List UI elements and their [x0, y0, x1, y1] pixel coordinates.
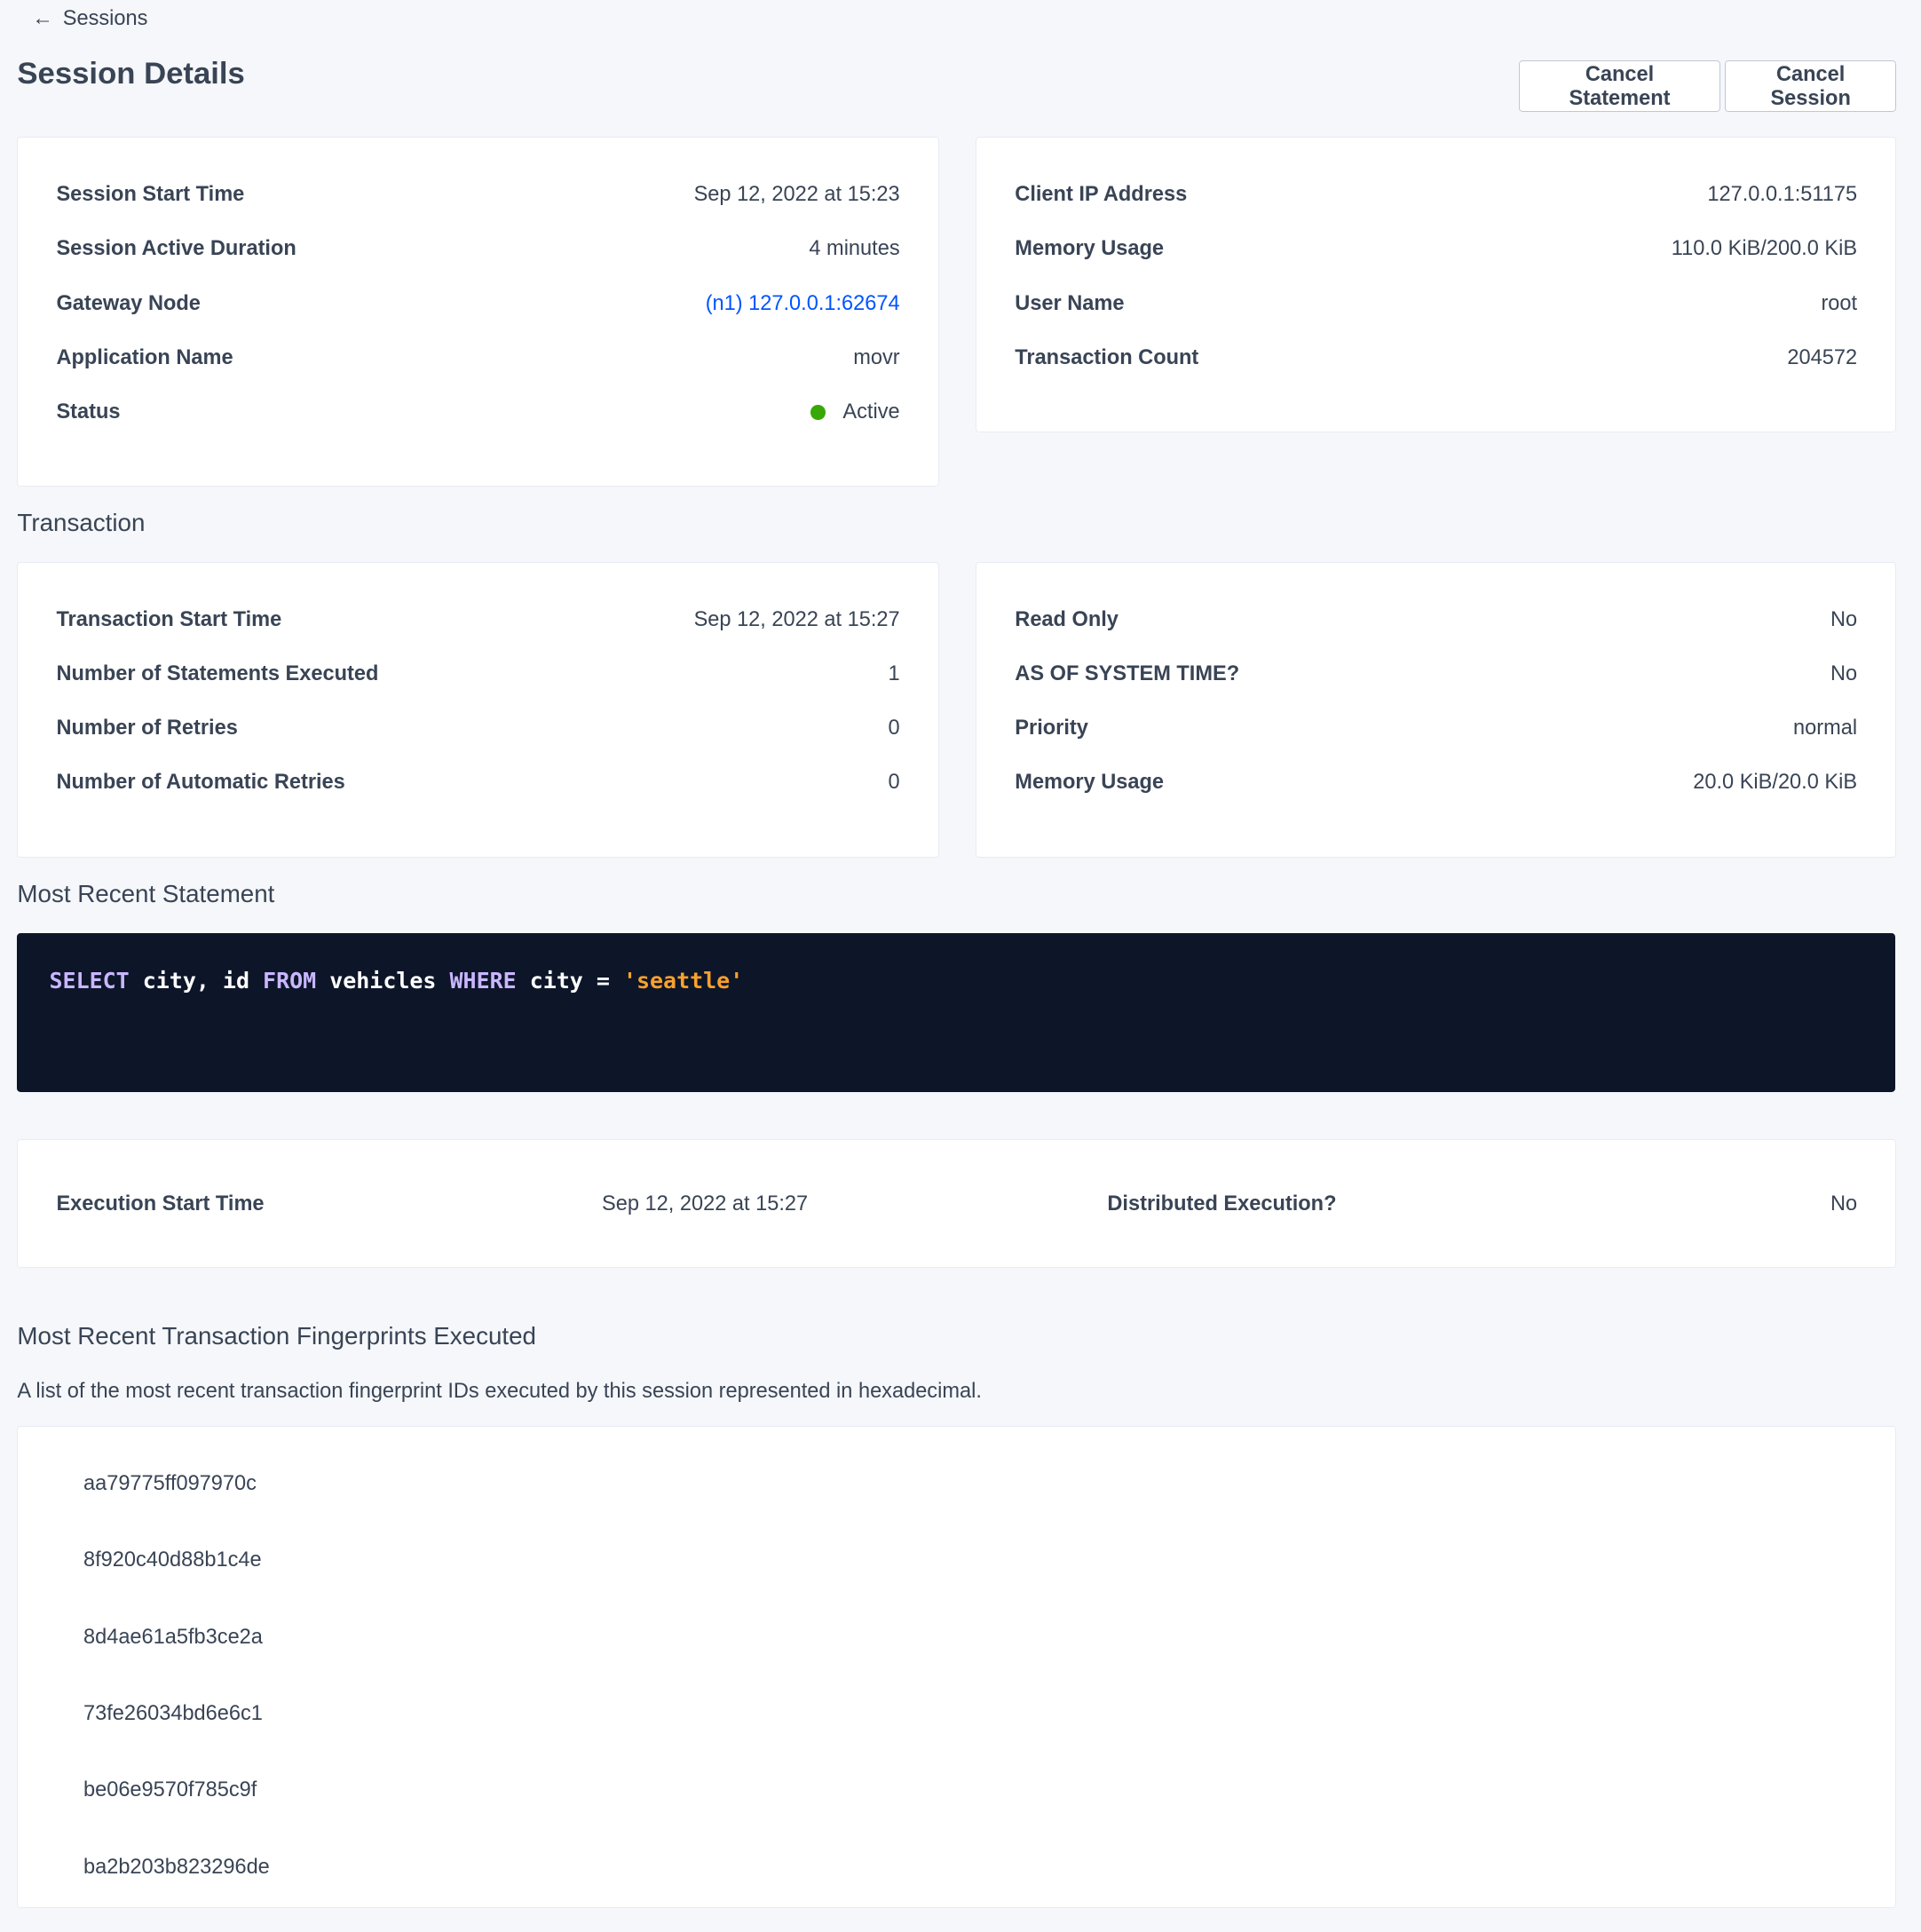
transaction-heading: Transaction [17, 509, 146, 537]
info-row: Gateway Node (n1) 127.0.0.1:62674 [56, 290, 900, 314]
info-row: Status Active [56, 399, 900, 423]
fingerprint-item: ba2b203b823296de [83, 1854, 270, 1878]
info-row: Number of Retries 0 [56, 716, 900, 740]
info-row: Memory Usage 20.0 KiB/20.0 KiB [1015, 770, 1858, 794]
fingerprints-list: aa79775ff097970c 8f920c40d88b1c4e 8d4ae6… [17, 1425, 1897, 1908]
status-dot-icon [810, 405, 826, 420]
fingerprint-item: 8d4ae61a5fb3ce2a [83, 1625, 263, 1649]
status-badge: Active [842, 399, 900, 423]
info-row: Application Name movr [56, 344, 900, 368]
info-row: Number of Statements Executed 1 [56, 661, 900, 685]
info-row: Session Start Time Sep 12, 2022 at 15:23 [56, 182, 900, 206]
info-row: Transaction Count 204572 [1015, 344, 1858, 368]
breadcrumb-sessions[interactable]: ← Sessions [32, 5, 148, 29]
cancel-statement-button[interactable]: Cancel Statement [1519, 60, 1720, 113]
info-row: Client IP Address 127.0.0.1:51175 [1015, 182, 1858, 206]
info-row: Session Active Duration 4 minutes [56, 236, 900, 260]
statement-heading: Most Recent Statement [17, 880, 275, 908]
info-row: AS OF SYSTEM TIME? No [1015, 661, 1858, 685]
info-row: Execution Start Time Sep 12, 2022 at 15:2… [56, 1192, 809, 1215]
gateway-node-link[interactable]: (n1) 127.0.0.1:62674 [705, 290, 900, 314]
page-title: Session Details [17, 56, 245, 91]
fingerprint-item: be06e9570f785c9f [83, 1778, 257, 1801]
info-row: Transaction Start Time Sep 12, 2022 at 15… [56, 607, 900, 631]
fingerprints-description: A list of the most recent transaction fi… [17, 1379, 982, 1403]
cancel-session-button[interactable]: Cancel Session [1725, 60, 1897, 113]
info-row: Distributed Execution? No [1107, 1192, 1858, 1215]
execution-card: Execution Start Time Sep 12, 2022 at 15:2… [17, 1138, 1897, 1269]
info-row: User Name root [1015, 290, 1858, 314]
fingerprints-heading: Most Recent Transaction Fingerprints Exe… [17, 1322, 536, 1350]
sql-code-block: SELECT city, id FROM vehicles WHERE city… [17, 932, 1895, 1092]
fingerprint-item: 73fe26034bd6e6c1 [83, 1701, 263, 1725]
transaction-props-card: Read Only No AS OF SYSTEM TIME? No Priorit… [976, 561, 1897, 859]
client-info-card: Client IP Address 127.0.0.1:51175 Memory … [976, 137, 1897, 433]
transaction-card: Transaction Start Time Sep 12, 2022 at 15… [17, 561, 939, 859]
info-row: Number of Automatic Retries 0 [56, 770, 900, 794]
info-row: Read Only No [1015, 607, 1858, 631]
fingerprint-item: 8f920c40d88b1c4e [83, 1547, 262, 1571]
arrow-left-icon: ← [32, 5, 53, 29]
info-row: Memory Usage 110.0 KiB/200.0 KiB [1015, 236, 1858, 260]
session-info-card: Session Start Time Sep 12, 2022 at 15:23 … [17, 137, 939, 487]
info-row: Priority normal [1015, 716, 1858, 740]
fingerprint-item: aa79775ff097970c [83, 1470, 257, 1494]
